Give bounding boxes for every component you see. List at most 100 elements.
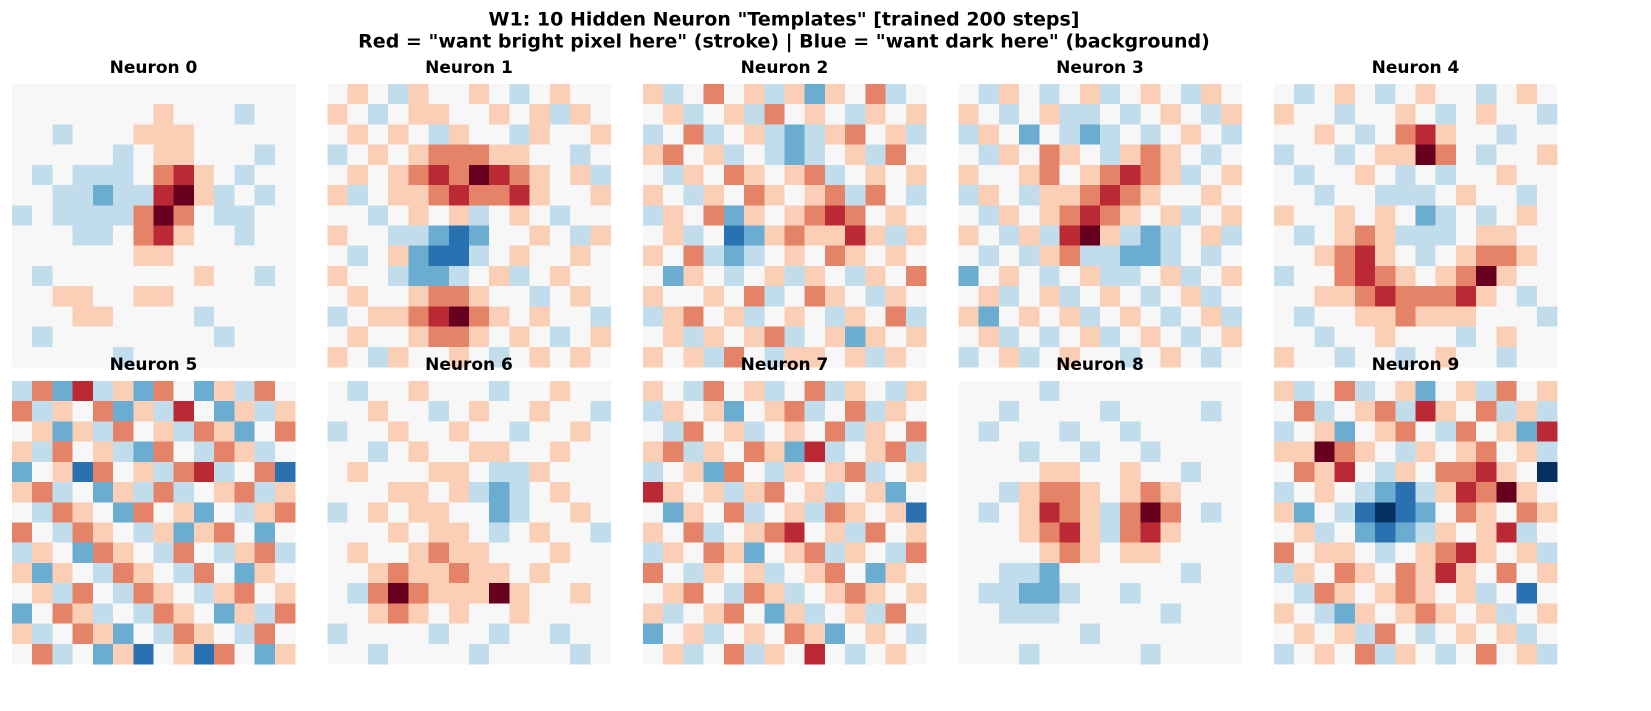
heatmap-cell [845,421,866,443]
heatmap-cell [509,542,531,564]
heatmap-cell [408,286,430,307]
heatmap-cell [744,643,765,665]
heatmap-cell [1019,562,1040,584]
heatmap-cell [1180,265,1202,287]
heatmap-cell [1435,245,1457,267]
heatmap-cell [764,461,785,483]
heatmap-cell [744,306,765,328]
heatmap-cell [1354,381,1376,402]
heatmap-cell [1294,104,1315,125]
heatmap-cell [1536,225,1558,247]
heatmap-panel: Neuron 7 [643,355,927,665]
heatmap-cell [958,583,980,604]
heatmap-cell [12,522,33,544]
heatmap-cell [1496,245,1518,267]
heatmap-cell [1274,542,1295,564]
heatmap-cell [865,562,887,584]
heatmap-cell [1375,124,1396,146]
heatmap-cell [1354,326,1376,348]
heatmap-cell [998,185,1020,206]
heatmap-cell [804,306,826,328]
heatmap-cell [978,245,1000,267]
heatmap-cell [683,623,705,645]
heatmap-cell [254,623,276,645]
heatmap-cell [469,461,490,483]
heatmap-cell [367,286,389,307]
heatmap-cell [703,84,725,105]
heatmap-cell [723,421,745,443]
heatmap-cell [1476,124,1497,146]
heatmap-cell [367,144,389,166]
heatmap-cell [1415,562,1437,584]
heatmap-cell [274,306,296,328]
heatmap-cell [1314,245,1336,267]
heatmap-cell [254,84,276,105]
heatmap-cell [1435,84,1457,105]
heatmap-cell [12,542,33,564]
heatmap-cell [1100,542,1121,564]
heatmap-cell [12,346,33,368]
heatmap-cell [448,461,470,483]
heatmap-cell [683,562,705,584]
heatmap-cell [133,286,154,307]
heatmap-cell [274,542,296,564]
heatmap-cell [784,643,806,665]
heatmap-cell [367,245,389,267]
heatmap-cell [1059,326,1081,348]
heatmap-cell [509,461,531,483]
heatmap-cell [448,265,470,287]
heatmap-cell [1415,482,1437,503]
heatmap-cell [1059,562,1081,584]
heatmap-cell [1294,421,1315,443]
heatmap-cell [998,346,1020,368]
heatmap-cell [489,164,510,186]
heatmap-cell [570,421,591,443]
heatmap-cell [1395,104,1416,125]
heatmap-cell [113,205,134,226]
heatmap-cell [274,104,296,125]
heatmap-cell [784,441,806,463]
heatmap-cell [1476,326,1497,348]
heatmap-cell [1160,306,1182,328]
heatmap-cell [489,346,510,368]
heatmap-cell [133,461,154,483]
heatmap-cell [1100,144,1121,166]
heatmap-cell [978,522,1000,544]
heatmap-cell [133,643,154,665]
heatmap-cell [1059,623,1081,645]
heatmap-cell [509,421,531,443]
heatmap-cell [214,346,235,368]
heatmap-cell [1201,286,1222,307]
heatmap-cell [1455,461,1477,483]
heatmap-cell [469,522,490,544]
heatmap-cell [12,381,33,402]
heatmap-cell [113,245,134,267]
heatmap-cell [153,603,175,625]
heatmap-cell [1201,84,1222,105]
heatmap-cell [1180,346,1202,368]
heatmap-cell [254,441,276,463]
heatmap-cell [327,104,349,125]
heatmap-cell [958,306,980,328]
heatmap-cell [744,326,765,348]
heatmap-cell [153,482,175,503]
heatmap-cell [509,124,531,146]
heatmap-cell [1415,225,1437,247]
heatmap-cell [845,381,866,402]
heatmap-cell [327,482,349,503]
heatmap-cell [1516,306,1538,328]
panel-title: Neuron 0 [110,58,198,78]
heatmap-cell [1160,522,1182,544]
heatmap-cell [1039,306,1061,328]
heatmap-cell [905,164,927,186]
heatmap-cell [590,164,611,186]
heatmap-cell [643,306,664,328]
heatmap-cell [1160,401,1182,422]
heatmap-cell [885,562,907,584]
heatmap-cell [804,84,826,105]
heatmap-cell [824,326,846,348]
heatmap-cell [1100,441,1121,463]
heatmap-cell [1201,562,1222,584]
heatmap-cell [234,562,256,584]
